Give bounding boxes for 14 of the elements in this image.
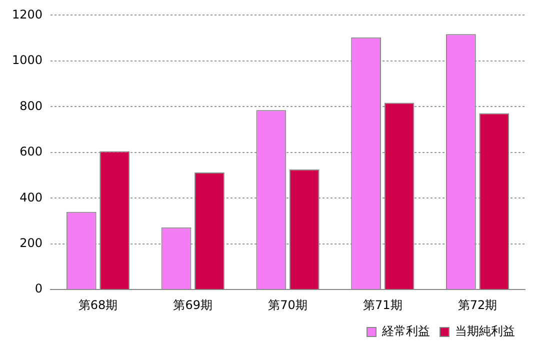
y-tick-label: 0 [34, 282, 43, 296]
x-tick-label: 第72期 [458, 298, 498, 312]
x-tick-label: 第69期 [173, 298, 213, 312]
legend-label: 当期純利益 [455, 324, 515, 338]
x-tick-label: 第70期 [268, 298, 308, 312]
x-tick-label: 第68期 [78, 298, 118, 312]
y-tick-label: 400 [20, 190, 43, 204]
legend-label: 経常利益 [381, 324, 430, 338]
y-tick-label: 600 [20, 144, 43, 159]
y-tick-label: 200 [20, 236, 43, 250]
y-tick-label: 1200 [12, 7, 43, 22]
x-tick-label: 第71期 [363, 298, 402, 312]
y-tick-label: 800 [20, 98, 43, 113]
y-tick-label: 1000 [12, 53, 43, 68]
